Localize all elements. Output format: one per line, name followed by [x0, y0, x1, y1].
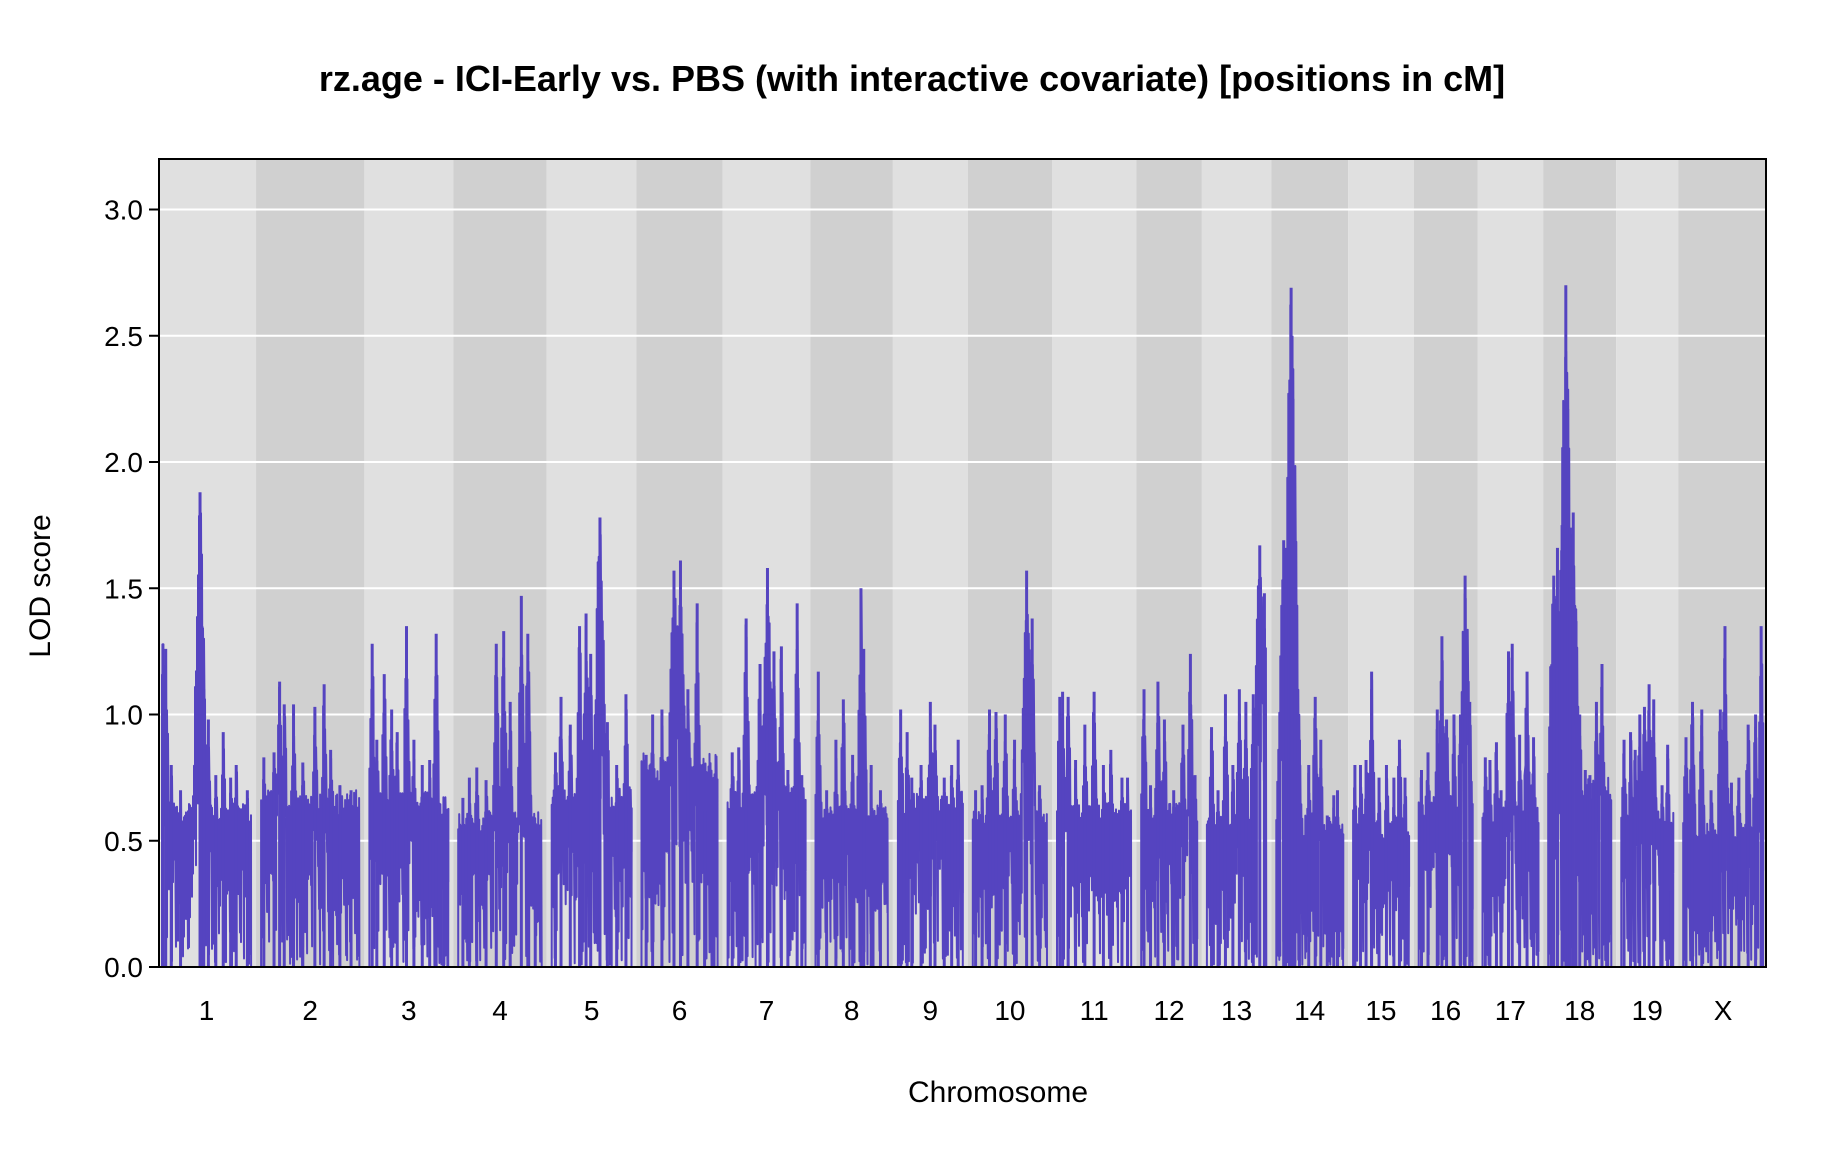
x-tick-label: 12 — [1153, 995, 1184, 1026]
chart-title: rz.age - ICI-Early vs. PBS (with interac… — [318, 58, 1506, 99]
plot-frame — [158, 158, 1767, 968]
y-tick-label: 1.0 — [104, 700, 143, 731]
x-tick-label: 11 — [1080, 995, 1109, 1026]
y-axis: 0.0 0.5 1.0 1.5 2.0 2.5 3.0 — [104, 195, 159, 983]
y-axis-label: LOD score — [24, 514, 57, 657]
x-tick-label: 3 — [401, 995, 417, 1026]
x-axis-label: Chromosome — [908, 1076, 1088, 1109]
x-tick-label: 15 — [1365, 995, 1396, 1026]
lod-line-chr-2 — [260, 686, 361, 968]
x-tick-label: 1 — [199, 995, 215, 1026]
y-tick-label: 2.5 — [104, 321, 143, 352]
x-tick-label: 6 — [672, 995, 688, 1026]
x-tick-label: 18 — [1564, 995, 1595, 1026]
y-tick-label: 1.5 — [104, 573, 143, 604]
x-tick-label: 17 — [1495, 995, 1526, 1026]
x-tick-label: X — [1714, 995, 1733, 1026]
x-tick-label: 13 — [1221, 995, 1252, 1026]
x-tick-label: 4 — [492, 995, 508, 1026]
lod-line-chr-X — [1682, 626, 1765, 968]
lod-line-chr-10 — [971, 609, 1048, 968]
x-tick-label: 16 — [1430, 995, 1461, 1026]
x-tick-label: 14 — [1294, 995, 1325, 1026]
y-tick-label: 2.0 — [104, 447, 143, 478]
x-tick-label: 9 — [923, 995, 939, 1026]
x-tick-label: 5 — [584, 995, 600, 1026]
y-tick-label: 0.0 — [104, 952, 143, 983]
lod-series — [161, 285, 1765, 968]
x-tick-label: 10 — [994, 995, 1025, 1026]
x-tick-label: 2 — [302, 995, 318, 1026]
x-axis: 1 2 3 4 5 6 7 8 9 10 11 12 13 14 15 16 17 18 19 X — [199, 995, 1733, 1026]
y-tick-label: 0.5 — [104, 826, 143, 857]
lod-line-chr-17 — [1481, 657, 1540, 968]
x-tick-label: 8 — [844, 995, 860, 1026]
x-tick-label: 7 — [759, 995, 775, 1026]
y-tick-label: 3.0 — [104, 195, 143, 226]
x-tick-label: 19 — [1632, 995, 1663, 1026]
lod-line-chr-13 — [1205, 576, 1268, 968]
